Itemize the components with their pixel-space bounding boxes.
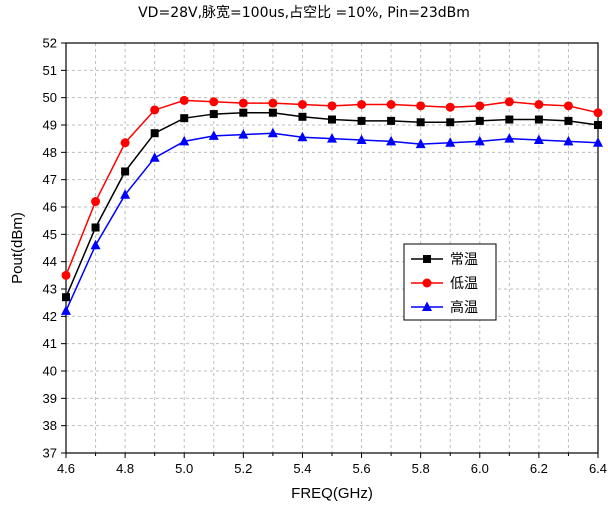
data-point <box>268 108 277 117</box>
data-point <box>415 138 426 149</box>
data-point <box>593 108 603 118</box>
data-point <box>121 167 130 176</box>
data-point <box>328 115 336 124</box>
series-2 <box>61 95 603 280</box>
y-tick-label: 46 <box>43 200 57 215</box>
x-tick-label: 6.0 <box>471 461 489 476</box>
data-point <box>298 112 307 121</box>
data-point <box>357 116 366 125</box>
data-point <box>120 138 130 148</box>
y-tick-label: 49 <box>43 118 57 133</box>
legend-label: 低温 <box>450 276 478 292</box>
data-point <box>594 121 602 129</box>
data-point <box>179 95 189 105</box>
data-point <box>445 102 455 112</box>
data-point <box>150 129 159 138</box>
axis-ticks: 4.6 4.8 5.0 5.2 5.4 5.6 5.8 6.0 6.2 6.4 37 38 39 40 41… <box>43 36 608 477</box>
y-tick-label: 43 <box>43 282 57 297</box>
x-axis-title: FREQ(GHz) <box>291 485 373 502</box>
data-point <box>179 135 190 146</box>
y-tick-label: 45 <box>43 227 57 242</box>
data-point <box>239 108 248 117</box>
x-tick-label: 6.2 <box>530 461 548 476</box>
legend-marker <box>422 278 432 288</box>
data-point <box>357 100 367 109</box>
series-3 <box>61 127 603 315</box>
data-point <box>564 116 573 125</box>
series-1 <box>62 108 602 302</box>
data-point <box>593 137 603 147</box>
data-point <box>445 137 456 147</box>
x-tick-label: 5.0 <box>175 461 193 476</box>
data-point <box>504 133 515 143</box>
y-tick-label: 39 <box>43 391 57 406</box>
data-point <box>475 116 484 125</box>
data-point <box>563 135 574 146</box>
data-point <box>209 97 219 107</box>
data-point <box>238 98 248 108</box>
data-point <box>474 135 485 146</box>
data-point <box>267 127 278 138</box>
data-point <box>386 100 396 109</box>
data-point <box>61 270 71 280</box>
data-point <box>238 129 249 139</box>
x-tick-label: 4.8 <box>116 461 134 476</box>
series-group <box>61 95 603 315</box>
x-tick-label: 5.8 <box>412 461 430 476</box>
data-point <box>91 223 100 232</box>
legend-marker <box>423 255 431 263</box>
data-point <box>386 135 397 146</box>
y-tick-label: 50 <box>43 90 57 105</box>
data-point <box>208 130 219 140</box>
data-point <box>91 197 101 207</box>
y-tick-label: 41 <box>43 336 57 351</box>
data-point <box>446 118 455 127</box>
legend-label: 常温 <box>450 252 478 268</box>
data-point <box>150 105 160 115</box>
data-point <box>62 293 70 302</box>
legend-marker <box>422 301 432 311</box>
data-point <box>504 97 514 107</box>
data-point <box>90 239 101 250</box>
y-tick-label: 51 <box>43 63 57 78</box>
legend-label: 高温 <box>450 299 478 316</box>
data-point <box>533 134 544 145</box>
data-point <box>297 100 307 109</box>
data-point <box>387 116 396 125</box>
data-point <box>120 189 131 199</box>
data-point <box>534 115 543 124</box>
x-tick-label: 5.2 <box>234 461 252 476</box>
data-point <box>563 101 573 111</box>
x-tick-label: 4.6 <box>57 461 75 476</box>
data-point <box>416 118 425 127</box>
data-point <box>268 98 278 108</box>
data-point <box>356 134 367 145</box>
data-point <box>475 101 485 111</box>
y-tick-label: 47 <box>43 172 57 187</box>
y-tick-label: 38 <box>43 418 57 433</box>
data-point <box>61 305 71 315</box>
data-point <box>327 101 337 111</box>
y-tick-label: 44 <box>43 254 57 269</box>
data-point <box>416 101 426 111</box>
data-point <box>209 110 218 119</box>
data-point <box>149 152 160 162</box>
y-tick-label: 52 <box>43 36 57 51</box>
x-tick-label: 6.4 <box>589 461 607 476</box>
y-tick-label: 40 <box>43 364 57 379</box>
data-point <box>297 131 308 142</box>
data-point <box>534 100 544 109</box>
y-tick-label: 42 <box>43 309 57 324</box>
data-point <box>327 133 337 143</box>
x-tick-label: 5.4 <box>293 461 311 476</box>
x-tick-label: 5.6 <box>353 461 371 476</box>
chart-title: VD=28V,脉宽=100us,占空比 =10%, Pin=23dBm <box>138 5 470 21</box>
data-point <box>180 114 189 123</box>
y-tick-label: 48 <box>43 145 57 160</box>
y-tick-label: 37 <box>43 446 57 461</box>
data-point <box>505 115 514 124</box>
y-axis-title: Pout(dBm) <box>9 212 26 284</box>
